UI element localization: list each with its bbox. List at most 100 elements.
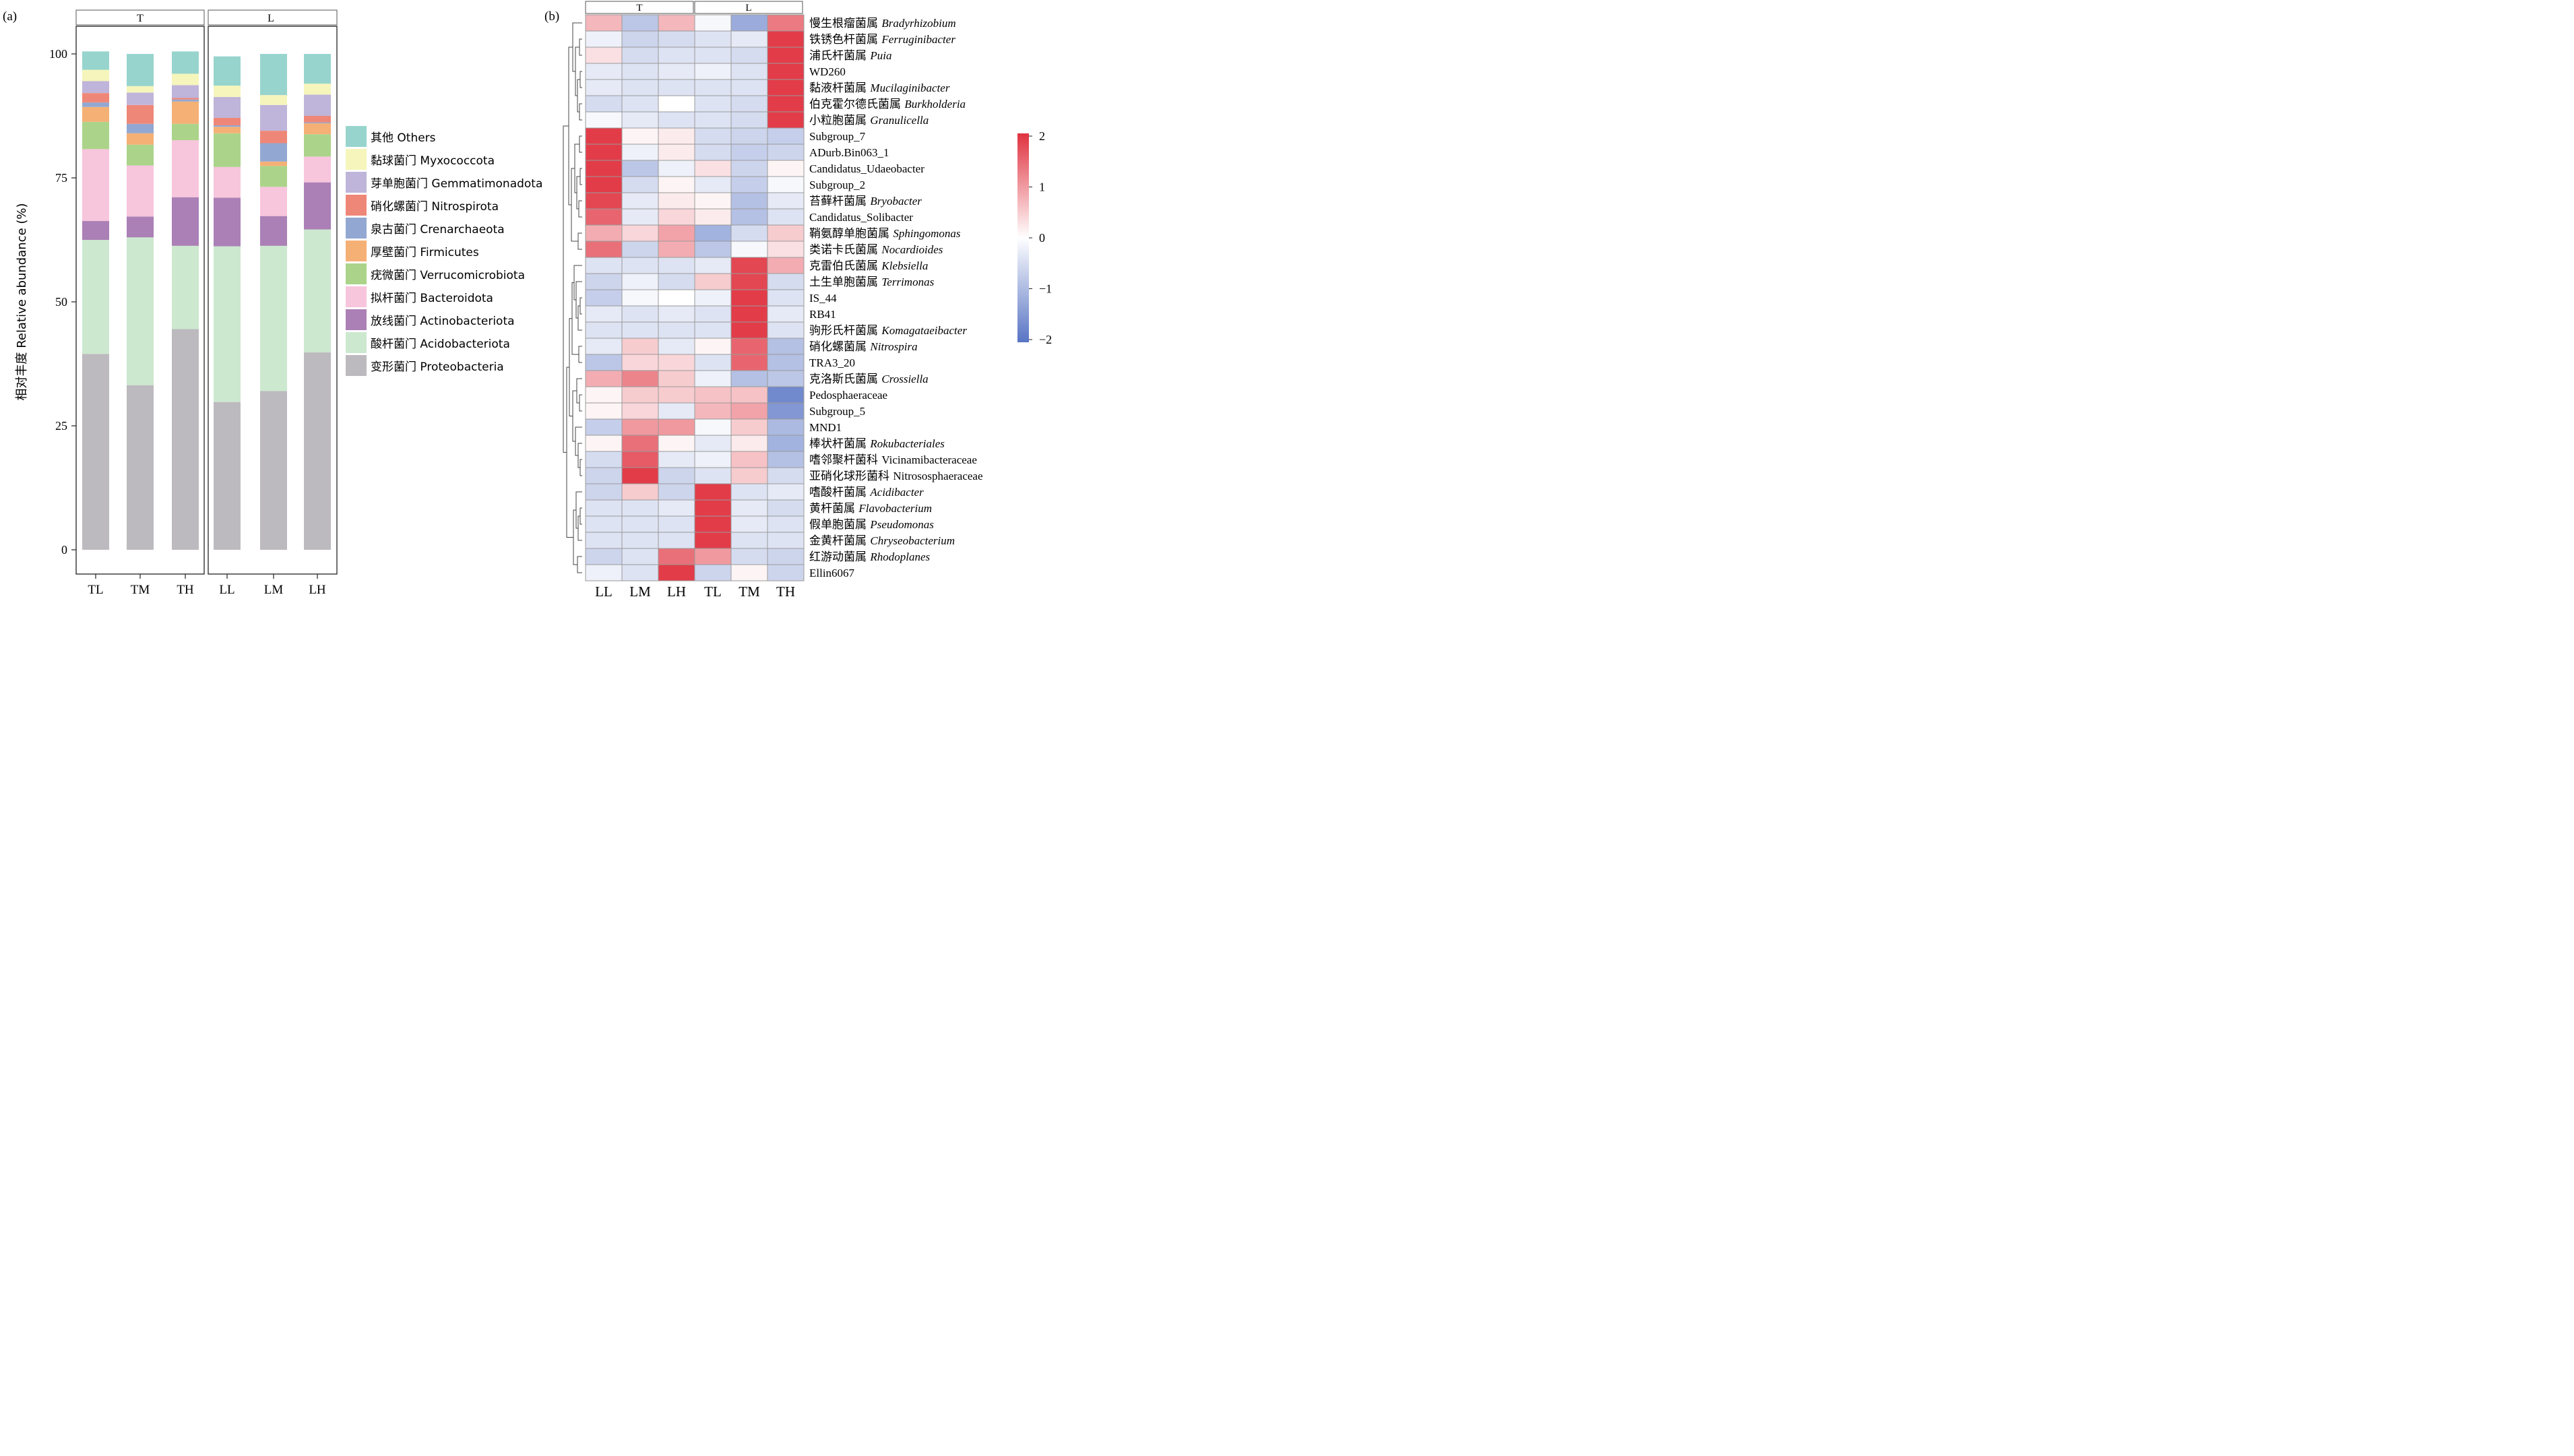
bar-segment [172,73,199,86]
heatmap-cell [621,273,659,290]
bar-segment [172,123,199,141]
bar-segment [82,81,109,94]
facet-label-l: L [268,13,274,24]
heatmap-cell [585,127,623,145]
heatmap-cell [585,499,623,517]
row-label: 金黄杆菌属 Chryseobacterium [809,534,955,548]
heatmap-cell [694,95,732,113]
heatmap-cell [585,305,623,323]
heatmap-cell [767,208,805,226]
row-label: RB41 [809,308,836,321]
heatmap-cell [694,289,732,307]
heatmap-cell [585,515,623,533]
heatmap-cell [730,532,768,549]
figure: (a) 相对丰度 Relative abundance (%) T L 0 25 5… [3,1,1052,598]
heatmap-cell [585,451,623,468]
facet-frame-l [208,26,338,575]
heatmap-cell [621,160,659,177]
y-tick-label: 50 [55,295,67,309]
heatmap-cell [621,257,659,274]
x-tick-label: LH [309,583,326,597]
heatmap-cell [767,305,805,323]
row-label: 亚硝化球形菌科 Nitrososphaeraceae [809,470,983,483]
heatmap-cell [694,224,732,242]
dendrogram-branch [568,46,573,205]
heatmap-cell [621,321,659,339]
colorbar-ticks: 2 1 0 −1 −2 [1029,129,1052,346]
heatmap-cell [585,321,623,339]
heatmap-cell [658,79,695,96]
heatmap-cell [658,127,695,145]
heatmap-cell [585,144,623,161]
heatmap-cell [730,176,768,193]
heatmap-cell [658,467,695,484]
bar-segment [304,134,331,157]
legend-swatch [346,195,367,216]
heatmap-cell [694,499,732,517]
heatmap-cell [694,418,732,436]
heatmap-cell [658,515,695,533]
heatmap-cell [585,192,623,210]
legend-swatch [346,309,367,330]
dendrogram-branch [577,232,582,250]
heatmap-cell [621,192,659,210]
heatmap-cell [767,338,805,355]
heatmap-cell [694,63,732,80]
x-axis: TL TM TH LL LM LH [88,574,326,597]
legend: 其他 Others 黏球菌门 Myxococcota 芽单胞菌门 Gemmatimo… [346,126,542,376]
bar-segment [214,133,241,167]
heatmap-strip-t-label: T [636,3,642,13]
stacked-bars [82,51,331,550]
heatmap-cell [694,127,732,145]
heatmap-cell [694,208,732,226]
dendrogram-branch [579,394,582,412]
heatmap-cell [730,354,768,371]
legend-swatch [346,218,367,239]
heatmap-cell [767,241,805,258]
heatmap-cell [658,370,695,387]
heatmap-cell [621,451,659,468]
row-label: Subgroup_2 [809,179,865,191]
heatmap-cell [694,532,732,549]
bar-segment [304,94,331,116]
dendrogram-branch [575,281,582,319]
heatmap-cell [694,257,732,274]
heatmap-cell [767,95,805,113]
heatmap-cell [621,79,659,96]
dendrogram-branch [572,390,577,442]
row-label: 伯克霍尔德氏菌属 Burkholderia [809,98,966,111]
colorbar-tick-label: −1 [1039,282,1052,296]
bar-segment [127,104,154,124]
heatmap-cell [658,63,695,80]
heatmap-cell [767,402,805,420]
heatmap-cell [730,289,768,307]
column-label: LM [629,583,651,598]
panel-a-label: (a) [3,9,17,24]
heatmap-cell [694,370,732,387]
bar-segment [214,402,241,550]
bar-segment [214,56,241,86]
bar-segment [127,144,154,166]
heatmap-cell [730,370,768,387]
bar-segment [260,161,287,166]
heatmap-cell [730,208,768,226]
heatmap-cell [730,14,768,32]
heatmap-cell [585,418,623,436]
heatmap-cell [730,257,768,274]
bar-segment [172,51,199,74]
heatmap-cell [621,370,659,387]
y-axis-label: 相对丰度 Relative abundance (%) [15,203,29,400]
bar-segment [260,131,287,144]
bar-segment [304,54,331,84]
facet-strip-l [208,9,338,26]
dendrogram-branch [579,135,582,153]
heatmap-cell [621,224,659,242]
heatmap-cell [767,564,805,581]
bar-segment [172,245,199,329]
heatmap-cell [767,192,805,210]
heatmap-cell [767,144,805,161]
heatmap-cell [767,63,805,80]
bar-segment [172,329,199,550]
heatmap-cell [621,127,659,145]
row-label: ADurb.Bin063_1 [809,146,889,159]
